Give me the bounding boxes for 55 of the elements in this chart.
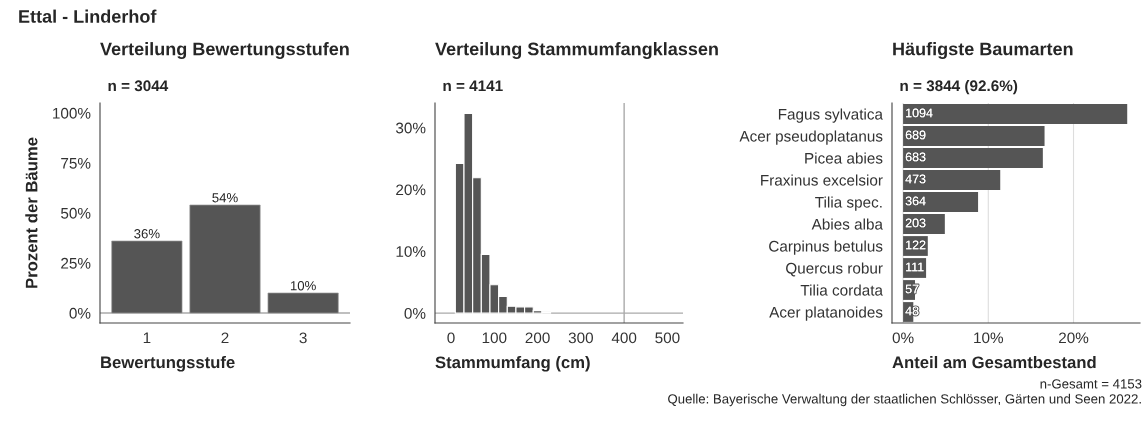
chart-subtitle: n = 3844 (92.6%) bbox=[900, 79, 1018, 95]
y-tick-label: Tilia spec. bbox=[815, 196, 882, 211]
text: Ettal - Linderhof bbox=[19, 9, 157, 23]
text: n-Gesamt = 4153 bbox=[1040, 379, 1142, 389]
annotation: 111 bbox=[906, 262, 924, 272]
y-tick-label: 75% bbox=[61, 157, 91, 169]
y-axis-title: Prozent der Bäume bbox=[25, 137, 38, 288]
chart-subtitle: n = 3044 bbox=[108, 80, 169, 92]
data-label: 54% bbox=[212, 193, 238, 203]
x-tick-label: 500 bbox=[655, 332, 680, 344]
y-tick-label: Fraxinus excelsior bbox=[761, 174, 883, 186]
y-tick-label: Quercus robur bbox=[786, 262, 883, 277]
y-tick-label: Abies alba bbox=[811, 218, 883, 230]
source-note: Quelle: Bayerische Verwaltung der staatlichen Schlösser, Gärten und Seen 2022. bbox=[668, 393, 1141, 407]
data-label: 36% bbox=[134, 229, 160, 239]
y-tick-label: Picea abies bbox=[805, 152, 883, 164]
y-tick-label: 30% bbox=[395, 122, 426, 134]
y-tick-label: 0% bbox=[69, 307, 91, 319]
x-axis-title: Stammumfang (cm) bbox=[435, 355, 590, 372]
y-tick-label: 100% bbox=[53, 107, 91, 119]
x-tick-label: 3 bbox=[299, 332, 307, 344]
x-tick-label: 2 bbox=[221, 332, 229, 344]
x-tick-label: 20% bbox=[1059, 332, 1089, 344]
x-tick-label: 400 bbox=[611, 332, 637, 344]
y-tick-label: Acer platanoides bbox=[769, 306, 883, 321]
y-tick-label: 25% bbox=[61, 257, 91, 269]
x-axis-title: Anteil am Gesamtbestand bbox=[892, 355, 1096, 369]
annotation: 122 bbox=[906, 240, 926, 250]
chart-title: Verteilung Bewertungsstufen bbox=[100, 42, 349, 59]
annotation: 203 bbox=[905, 218, 926, 228]
x-tick-label: 0 bbox=[447, 332, 455, 344]
annotation: 364 bbox=[905, 196, 926, 206]
annotation: 683 bbox=[905, 152, 926, 162]
y-tick-label: 10% bbox=[396, 246, 426, 257]
y-tick-label: Acer pseudoplatanus bbox=[739, 130, 883, 145]
chart-title: Häufigste Baumarten bbox=[893, 42, 1073, 59]
chart-title: Verteilung Stammumfangklassen bbox=[435, 42, 718, 59]
y-tick-label: 0% bbox=[404, 307, 426, 319]
annotation: 473 bbox=[905, 174, 926, 184]
y-tick-label: Fagus sylvatica bbox=[778, 108, 883, 123]
x-tick-label: 0% bbox=[892, 332, 914, 344]
x-tick-label: 10% bbox=[974, 332, 1004, 344]
x-axis-title: Bewertungsstufe bbox=[101, 355, 235, 372]
annotation: 1094 bbox=[906, 108, 933, 118]
x-tick-label: 100 bbox=[482, 332, 507, 344]
x-tick-label: 1 bbox=[143, 332, 151, 344]
data-label: 10% bbox=[290, 281, 316, 291]
y-tick-label: 50% bbox=[61, 207, 91, 219]
y-tick-label: Carpinus betulus bbox=[769, 240, 883, 255]
annotation: 689 bbox=[905, 130, 926, 140]
chart-subtitle: n = 4141 bbox=[443, 80, 503, 92]
y-tick-label: 20% bbox=[396, 184, 426, 196]
x-tick-label: 200 bbox=[525, 332, 550, 344]
x-tick-label: 300 bbox=[568, 332, 594, 344]
y-tick-label: Tilia cordata bbox=[800, 284, 883, 296]
